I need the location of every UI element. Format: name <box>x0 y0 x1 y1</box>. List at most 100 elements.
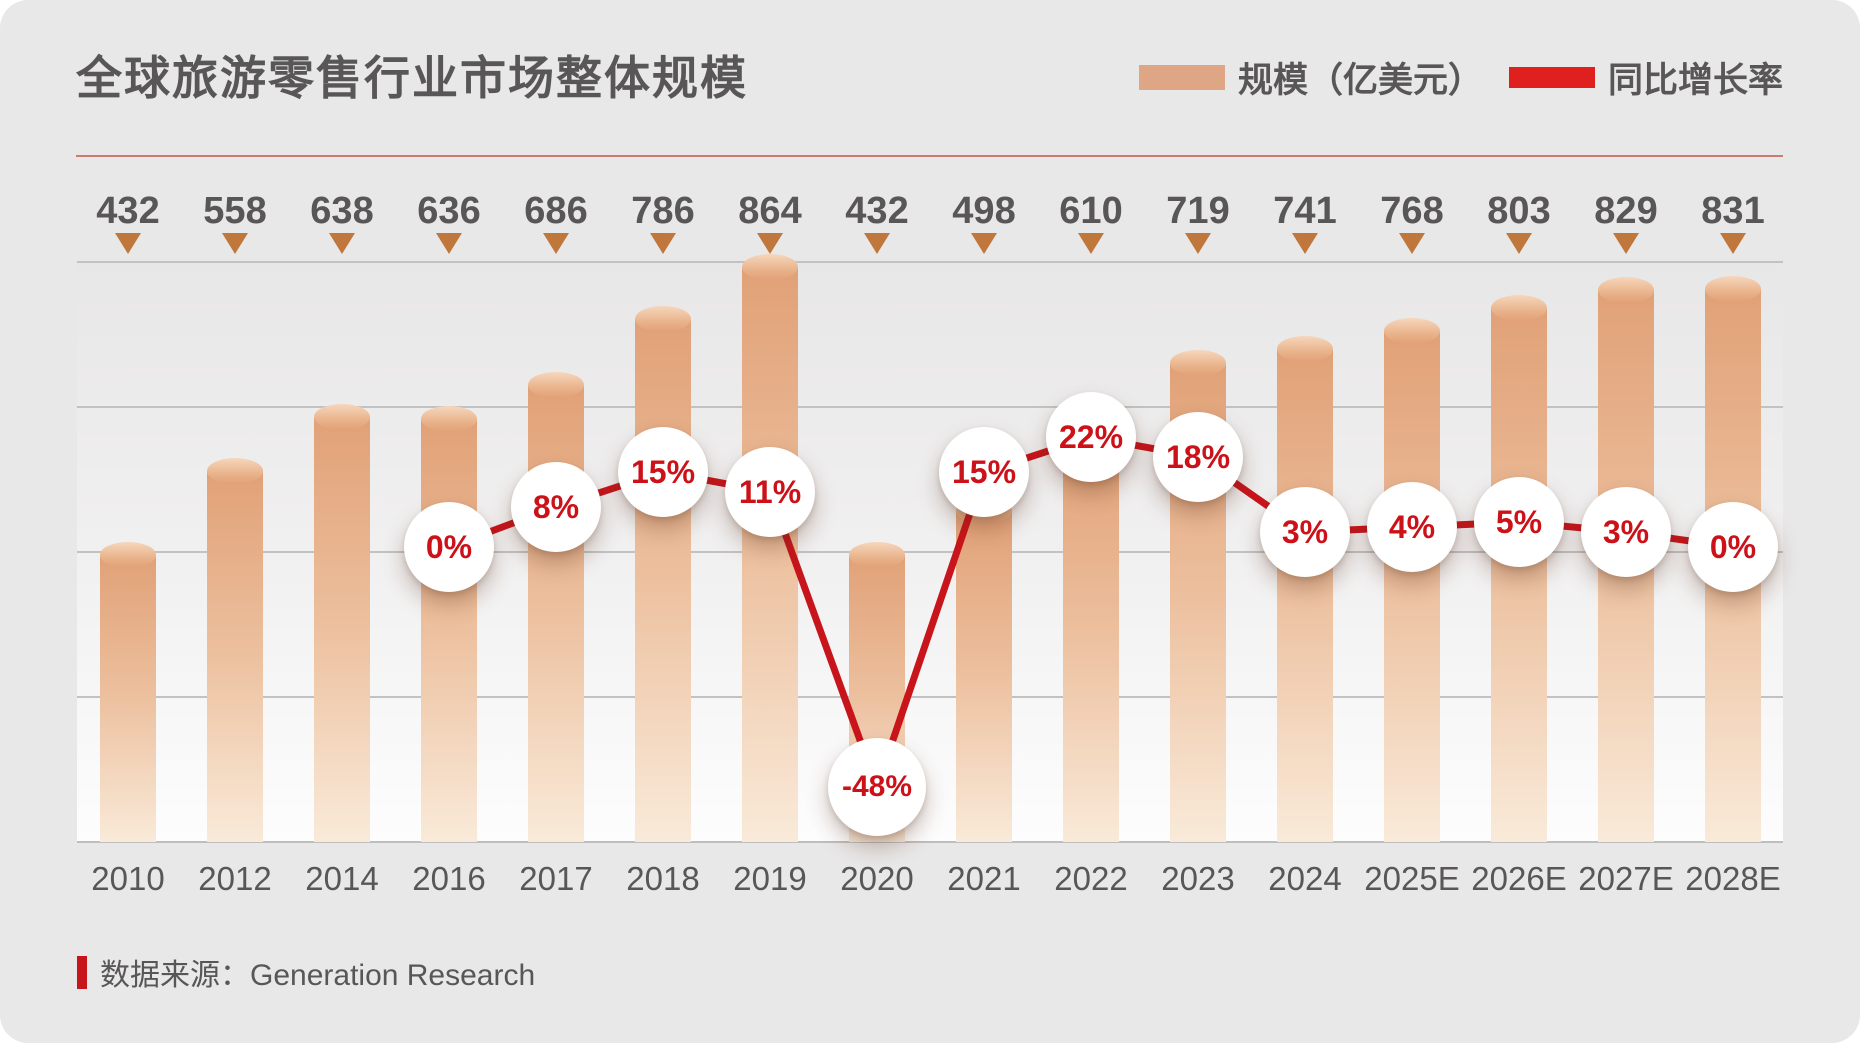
growth-badge: 3% <box>1581 487 1671 577</box>
bar <box>100 554 156 842</box>
bar-cap <box>635 305 691 332</box>
growth-badge: 15% <box>618 427 708 517</box>
value-pointer-icon <box>1720 233 1746 254</box>
bar-cap <box>1705 275 1761 302</box>
bar-value-label: 636 <box>417 190 481 232</box>
x-axis-label: 2025E <box>1364 860 1460 897</box>
x-axis-label: 2012 <box>198 860 272 897</box>
growth-badge: 5% <box>1474 477 1564 567</box>
bar-value-label: 864 <box>738 190 802 232</box>
value-pointer-icon <box>1399 233 1425 254</box>
gridline <box>77 696 1783 698</box>
growth-badge: 22% <box>1046 392 1136 482</box>
bar <box>314 417 370 842</box>
bar-cap <box>1384 317 1440 344</box>
x-axis-label: 2017 <box>519 860 593 897</box>
x-axis-label: 2024 <box>1268 860 1342 897</box>
growth-badge: 4% <box>1367 482 1457 572</box>
bar-value-label: 638 <box>310 190 374 232</box>
x-axis-label: 2027E <box>1578 860 1674 897</box>
bar-cap <box>528 372 584 399</box>
legend-line-label: 同比增长率 <box>1607 61 1783 100</box>
growth-badge: 15% <box>939 427 1029 517</box>
x-axis-label: 2010 <box>91 860 165 897</box>
bar-cap <box>1598 277 1654 304</box>
bar <box>1384 330 1440 842</box>
bar-value-label: 498 <box>952 190 1016 232</box>
growth-badge: 0% <box>404 502 494 592</box>
bar <box>1491 307 1547 842</box>
bar-cap <box>849 541 905 568</box>
source-note: 数据来源：Generation Research <box>77 950 535 994</box>
bar-value-label: 558 <box>203 190 267 232</box>
value-pointer-icon <box>1613 233 1639 254</box>
bar <box>421 418 477 842</box>
value-pointer-icon <box>757 233 783 254</box>
bar-cap <box>207 457 263 484</box>
bar-value-label: 686 <box>524 190 588 232</box>
value-pointer-icon <box>543 233 569 254</box>
x-axis-label: 2019 <box>733 860 807 897</box>
legend-bar-label: 规模（亿美元） <box>1237 61 1483 100</box>
value-pointer-icon <box>650 233 676 254</box>
bar-value-label: 786 <box>631 190 695 232</box>
x-axis-label: 2016 <box>412 860 486 897</box>
value-pointer-icon <box>222 233 248 254</box>
x-axis-label: 2014 <box>305 860 379 897</box>
value-pointer-icon <box>115 233 141 254</box>
bar-value-label: 719 <box>1166 190 1230 232</box>
chart-title: 全球旅游零售行业市场整体规模 <box>76 52 748 104</box>
bar-cap <box>421 405 477 432</box>
bar-value-label: 432 <box>845 190 909 232</box>
bar <box>1063 436 1119 842</box>
bar <box>1277 348 1333 842</box>
bar-cap <box>742 254 798 280</box>
growth-badge: -48% <box>828 738 926 836</box>
growth-badge: 3% <box>1260 487 1350 577</box>
bar-value-label: 803 <box>1487 190 1551 232</box>
value-pointer-icon <box>1506 233 1532 254</box>
value-pointer-icon <box>1292 233 1318 254</box>
title-rule <box>76 155 1783 157</box>
growth-badge: 8% <box>511 462 601 552</box>
gridline <box>77 261 1783 263</box>
bar <box>956 510 1012 842</box>
bar <box>528 385 584 842</box>
x-axis-label: 2023 <box>1161 860 1235 897</box>
growth-badge: 18% <box>1153 412 1243 502</box>
x-axis-label: 2020 <box>840 860 914 897</box>
bar-cap <box>1277 335 1333 362</box>
bar <box>207 470 263 842</box>
bar <box>635 318 691 842</box>
legend-line-swatch <box>1508 67 1595 88</box>
value-pointer-icon <box>971 233 997 254</box>
source-text: 数据来源：Generation Research <box>100 959 536 992</box>
value-pointer-icon <box>436 233 462 254</box>
legend: 规模（亿美元） 同比增长率 <box>1138 52 1783 103</box>
value-pointer-icon <box>1078 233 1104 254</box>
bar-cap <box>1170 350 1226 377</box>
growth-badge: 11% <box>725 447 815 537</box>
x-axis-label: 2022 <box>1054 860 1128 897</box>
growth-badge: 0% <box>1688 502 1778 592</box>
x-axis-label: 2028E <box>1685 860 1781 897</box>
x-axis-label: 2018 <box>626 860 700 897</box>
bar-value-label: 829 <box>1594 190 1658 232</box>
bar-cap <box>100 541 156 568</box>
value-pointer-icon <box>329 233 355 254</box>
bar <box>742 267 798 842</box>
bar-value-label: 831 <box>1701 190 1765 232</box>
x-axis-label: 2026E <box>1471 860 1567 897</box>
bar-value-label: 432 <box>96 190 160 232</box>
bar-value-label: 741 <box>1273 190 1337 232</box>
value-pointer-icon <box>1185 233 1211 254</box>
x-axis-label: 2021 <box>947 860 1021 897</box>
legend-bar-swatch <box>1138 65 1225 90</box>
source-marker-icon <box>77 955 87 989</box>
bar-cap <box>314 404 370 431</box>
x-axis-line <box>77 841 1783 843</box>
gridline <box>77 551 1783 553</box>
